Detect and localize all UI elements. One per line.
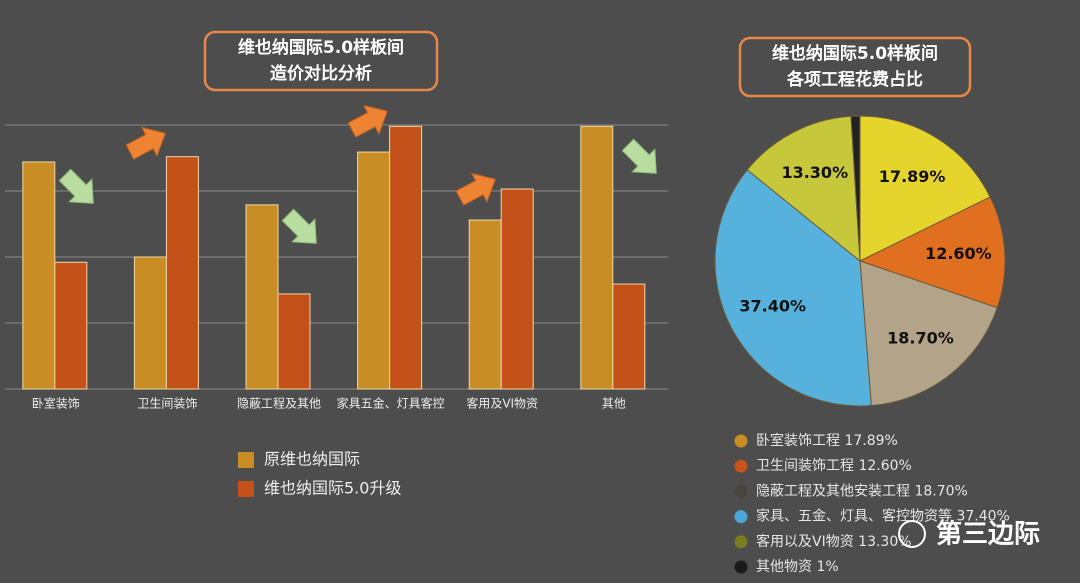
legend-label: 维也纳国际5.0升级	[264, 479, 401, 498]
legend-marker	[734, 560, 748, 574]
bar	[389, 125, 423, 390]
x-tick-label: 卧室装饰	[32, 396, 80, 411]
watermark: 第三边际	[936, 519, 1040, 550]
pie-label: 37.40%	[739, 296, 806, 315]
x-tick-label: 隐蔽工程及其他	[237, 396, 321, 411]
bar	[357, 151, 391, 390]
bar	[245, 204, 279, 390]
legend-marker	[734, 434, 748, 448]
x-tick-label: 家具五金、灯具客控	[337, 396, 445, 411]
down-arrow	[58, 168, 94, 204]
bar-title: 维也纳国际5.0样板间	[238, 37, 404, 58]
bar	[54, 261, 88, 390]
pie-label: 12.60%	[925, 244, 992, 263]
pie-title: 维也纳国际5.0样板间	[772, 43, 938, 64]
legend-marker	[734, 510, 748, 524]
legend-swatch	[238, 452, 254, 468]
x-tick-label: 卫生间装饰	[137, 397, 197, 411]
pie-slice	[714, 169, 872, 407]
bar	[612, 283, 646, 390]
legend-label: 其他物资 1%	[756, 559, 839, 575]
up-arrow	[347, 104, 388, 138]
pie-slice	[850, 115, 861, 262]
pie-label: 18.70%	[887, 328, 954, 347]
up-arrow	[455, 172, 496, 206]
pie-slice	[858, 196, 1006, 309]
pie-label: 13.30%	[781, 163, 848, 182]
pie-slice	[859, 260, 998, 407]
bar	[165, 156, 199, 390]
pie-slice	[746, 115, 861, 263]
x-tick-label: 客用及VI物资	[466, 396, 538, 411]
title-box	[738, 36, 972, 98]
bar	[133, 256, 167, 390]
legend-marker	[734, 459, 748, 473]
bar	[277, 293, 311, 390]
legend-marker	[734, 484, 748, 498]
legend-label: 隐蔽工程及其他安装工程 18.70%	[756, 483, 968, 499]
down-arrow	[281, 208, 317, 244]
pie-slice	[859, 115, 991, 262]
legend-label: 家具、五金、灯具、客控物资等 37.40%	[756, 508, 1010, 525]
legend-label: 原维也纳国际	[264, 450, 360, 469]
legend-swatch	[238, 481, 254, 497]
pie-title: 各项工程花费占比	[786, 69, 923, 90]
bar	[500, 188, 534, 390]
legend-label: 客用以及VI物资 13.30%	[756, 533, 912, 550]
up-arrow	[125, 126, 166, 160]
legend-label: 卧室装饰工程 17.89%	[756, 432, 898, 449]
title-box	[203, 30, 439, 92]
bar	[468, 219, 502, 390]
watermark-icon	[898, 520, 926, 548]
bar-title: 造价对比分析	[270, 63, 372, 84]
x-tick-label: 其他	[602, 397, 626, 411]
legend-label: 卫生间装饰工程 12.60%	[756, 458, 912, 474]
bar	[580, 125, 614, 390]
bar	[22, 161, 56, 390]
legend-marker	[734, 535, 748, 549]
pie-label: 17.89%	[879, 167, 946, 186]
arrows	[58, 104, 657, 244]
down-arrow	[621, 138, 657, 174]
